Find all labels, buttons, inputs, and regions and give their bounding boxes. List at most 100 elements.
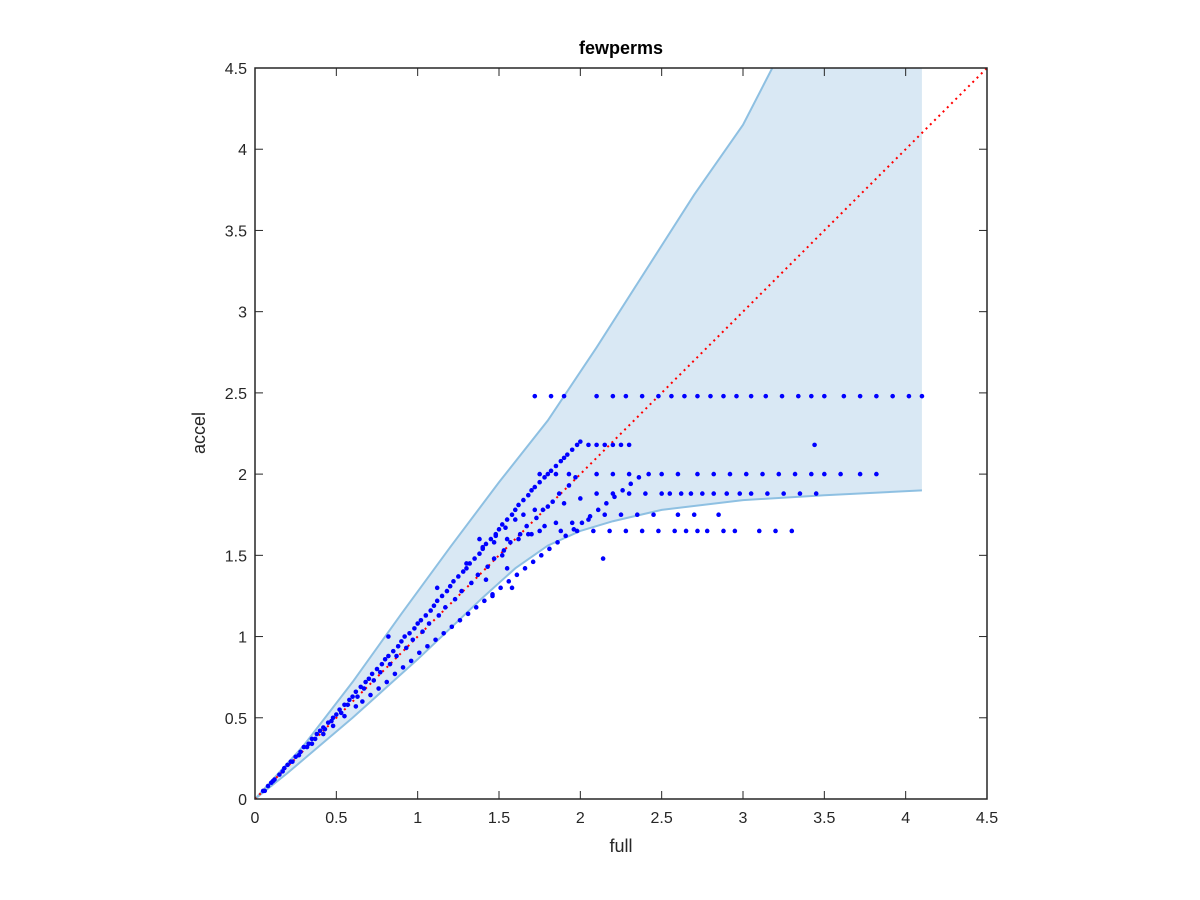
data-point [368,692,373,698]
data-point [329,718,334,724]
data-point [431,603,437,608]
data-point [841,393,847,399]
data-point [813,491,819,496]
data-point [512,517,518,522]
data-point [443,605,448,610]
data-point [361,686,367,691]
data-point [561,455,567,461]
data-point [407,631,412,636]
data-point [376,686,381,691]
data-point [610,491,616,496]
y-tick-label: 3 [238,305,247,322]
data-point [456,574,461,579]
data-point [578,496,583,501]
data-point [314,731,320,737]
data-point [765,491,770,496]
data-point [776,471,782,477]
x-axis-label: full [609,836,632,856]
data-point [491,556,497,561]
data-point [634,512,640,518]
data-point [330,723,336,729]
data-point [498,585,503,591]
data-point [464,566,469,571]
data-point [342,713,347,719]
data-point [280,769,285,774]
data-point [475,572,481,578]
data-point [656,528,661,534]
data-point [508,540,513,545]
data-point [734,393,739,399]
data-point [610,471,616,477]
data-point [773,528,778,534]
data-point [708,393,713,399]
data-point [659,491,664,496]
data-point [561,501,567,506]
data-point [727,471,733,477]
y-tick-label: 4 [238,142,247,159]
y-tick-label: 1.5 [225,548,247,565]
data-point [607,528,612,534]
data-point [382,656,388,662]
data-point [387,661,393,667]
data-point [711,471,717,477]
band-upper-edge [254,67,774,800]
data-point [537,528,542,534]
data-point [532,484,538,490]
data-point [285,762,290,768]
data-point [506,579,512,584]
data-point [594,393,599,399]
data-point [465,611,471,617]
data-point [529,488,534,493]
data-point [529,531,534,537]
data-point [623,528,629,534]
data-point [857,393,863,399]
data-point [477,551,482,557]
data-point [682,393,687,399]
data-point [386,653,391,659]
data-point [781,491,786,496]
data-point [789,528,795,534]
data-point [561,393,567,399]
data-point [379,661,385,667]
data-point [558,528,564,534]
data-point [555,540,560,545]
data-point [756,528,762,534]
data-point [700,491,705,496]
data-point [748,393,754,399]
data-point [493,533,499,539]
data-point [822,393,827,399]
data-point [485,564,490,570]
data-point [394,653,399,659]
data-point [350,694,355,699]
data-point [322,726,328,732]
data-point [919,393,925,399]
data-point [618,512,624,518]
data-point [724,491,730,496]
data-point [441,631,446,636]
data-point [395,644,401,649]
data-point [669,393,674,399]
data-point [522,566,528,571]
band-lower-edge [254,489,922,800]
data-point [721,528,726,534]
data-point [586,517,591,522]
data-point [290,759,295,764]
data-point [579,520,585,526]
data-point [309,736,315,742]
data-point [415,621,420,626]
data-point [436,613,442,618]
data-point [809,471,814,477]
data-point [792,471,798,477]
data-point [496,527,502,532]
data-point [499,553,505,558]
axes-box [254,67,988,800]
data-point [797,491,803,496]
data-point [812,442,817,448]
data-point [353,704,359,709]
data-point [524,523,529,529]
data-point [516,536,521,542]
data-point [410,637,416,643]
data-point [420,629,425,634]
data-point [578,439,583,444]
data-point [602,512,608,518]
